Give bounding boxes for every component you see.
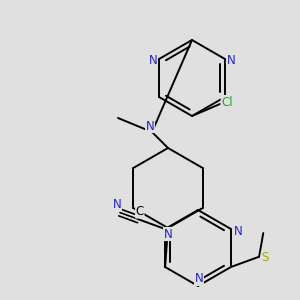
Text: Cl: Cl <box>221 95 233 109</box>
Text: N: N <box>226 53 235 67</box>
Text: N: N <box>164 227 172 241</box>
Text: N: N <box>146 119 154 133</box>
Text: S: S <box>261 251 269 264</box>
Text: C: C <box>136 205 144 218</box>
Text: N: N <box>149 53 158 67</box>
Text: N: N <box>195 272 203 286</box>
Text: N: N <box>233 226 242 238</box>
Text: N: N <box>112 198 122 211</box>
